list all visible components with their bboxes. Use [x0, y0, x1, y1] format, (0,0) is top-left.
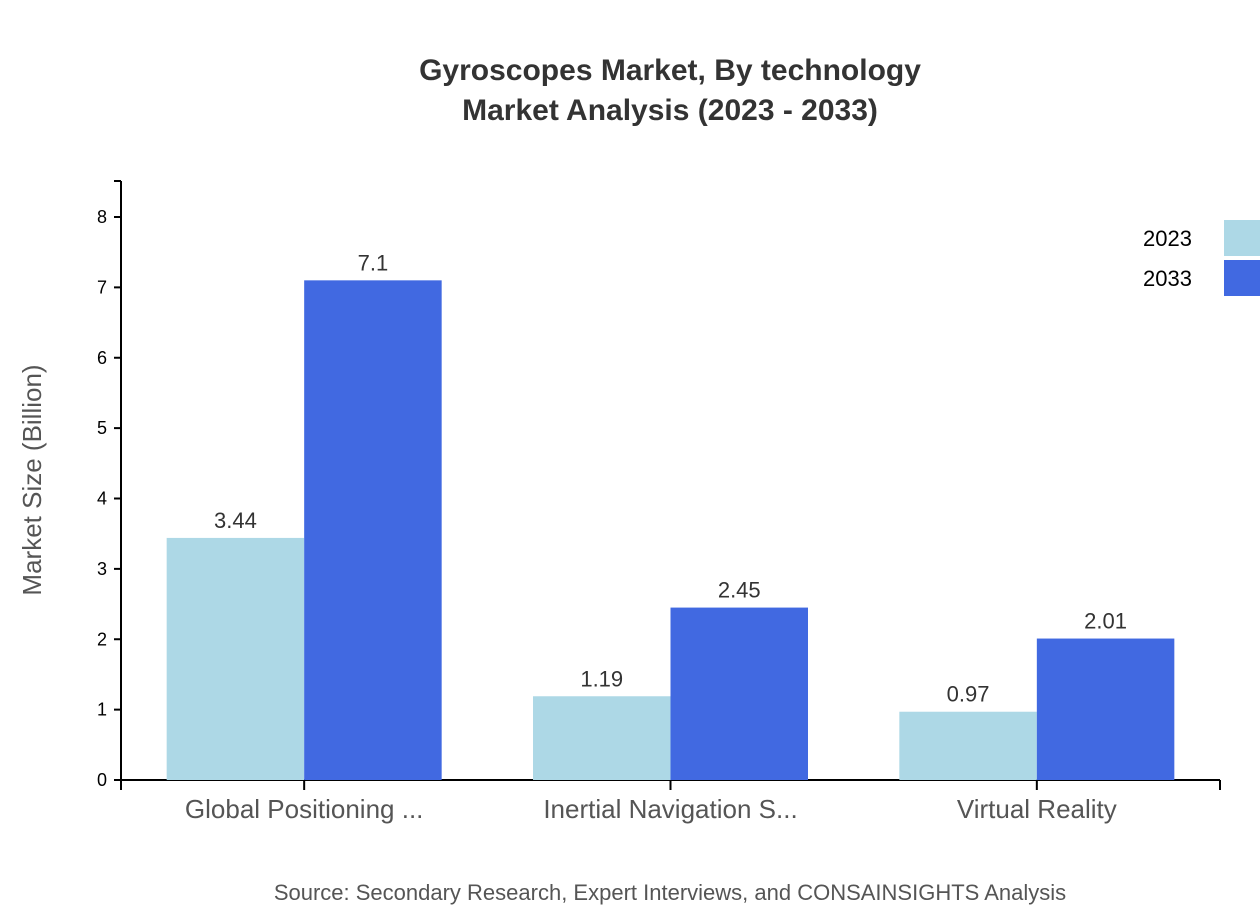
data-label: 2.01: [1084, 609, 1127, 634]
y-tick-label: 0: [97, 770, 107, 790]
legend-label: 2033: [1143, 266, 1192, 291]
legend-swatch-2033: [1224, 260, 1260, 296]
data-label: 2.45: [718, 578, 761, 603]
legend: 2023 2033: [1143, 220, 1260, 296]
bar-2033: [670, 607, 808, 780]
y-tick-label: 4: [97, 489, 107, 509]
y-tick-label: 2: [97, 629, 107, 649]
bar-2033: [1036, 638, 1175, 780]
bar-2023: [533, 696, 671, 780]
data-label: 3.44: [214, 508, 257, 533]
bars: 3.44 7.1 1.19 2.45 0.97 2.01: [166, 250, 1175, 780]
chart-subtitle: Market Analysis (2023 - 2033): [462, 94, 878, 127]
y-tick-label: 6: [97, 348, 107, 368]
y-tick-label: 8: [97, 207, 107, 227]
chart-title: Gyroscopes Market, By technology: [419, 54, 921, 87]
bar-2033: [304, 280, 442, 780]
source-note: Source: Secondary Research, Expert Inter…: [274, 880, 1066, 905]
y-tick-label: 1: [97, 700, 107, 720]
x-tick-label: Virtual Reality: [957, 794, 1117, 824]
data-label: 0.97: [947, 682, 990, 707]
axes: 0 1 2 3 4 5 6 7 8 Global Positioning ... Inertial …: [97, 180, 1221, 824]
data-label: 7.1: [358, 250, 389, 275]
y-tick-label: 3: [97, 559, 107, 579]
y-tick-label: 5: [97, 418, 107, 438]
bar-2023: [899, 711, 1037, 780]
legend-swatch-2023: [1224, 220, 1260, 256]
x-tick-label: Inertial Navigation S...: [543, 794, 797, 824]
y-tick-label: 7: [97, 277, 107, 297]
y-axis-label: Market Size (Billion): [17, 364, 47, 595]
bar-2023: [166, 537, 305, 780]
data-label: 1.19: [580, 666, 623, 691]
legend-label: 2023: [1143, 226, 1192, 251]
x-tick-label: Global Positioning ...: [185, 794, 423, 824]
